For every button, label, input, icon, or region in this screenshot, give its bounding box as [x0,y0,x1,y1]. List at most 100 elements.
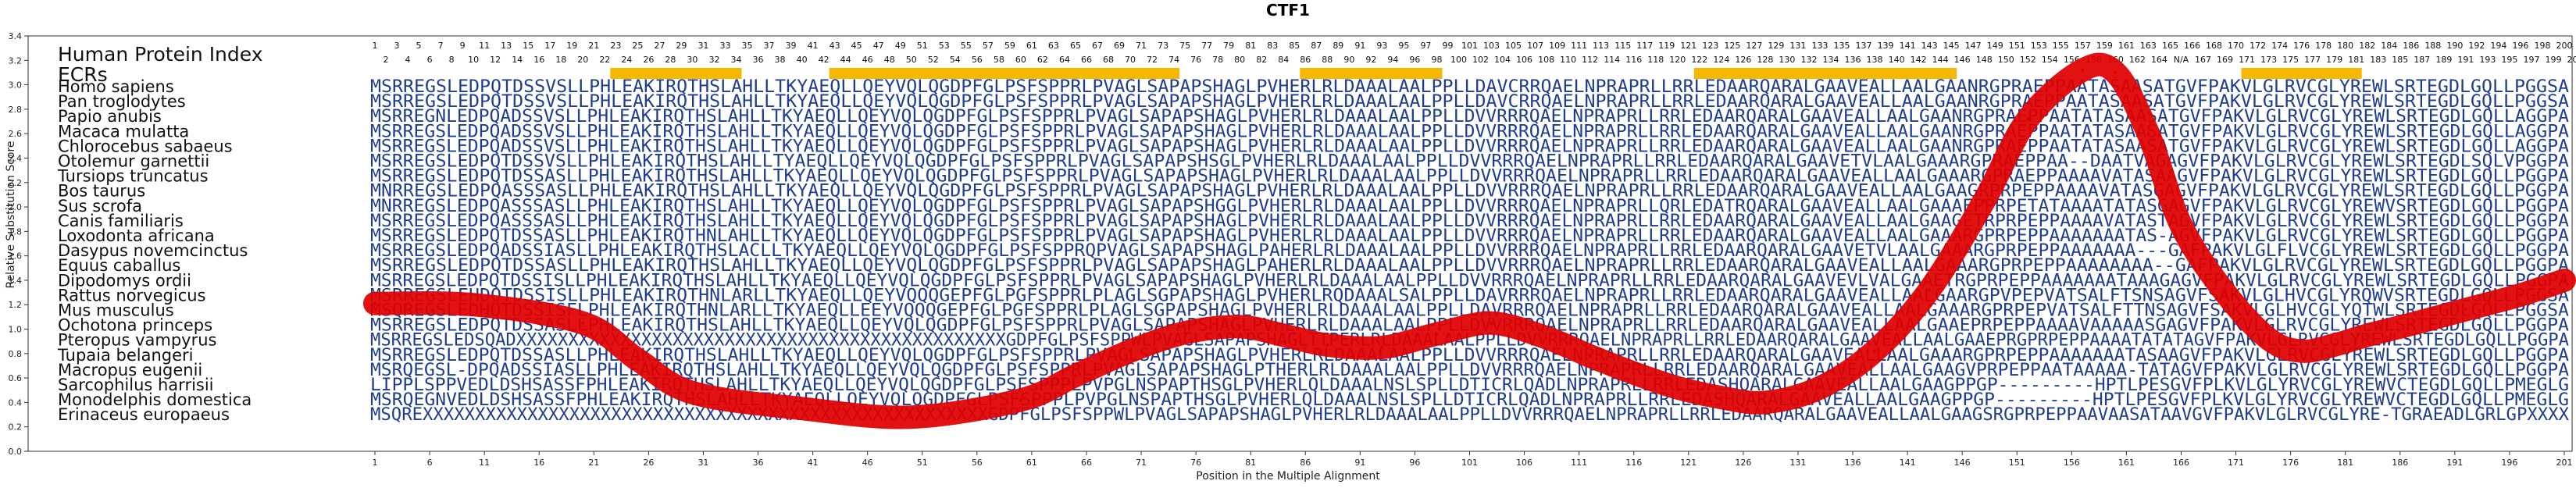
human-index-even: 185 [2392,55,2408,65]
human-index-even: 54 [950,55,961,65]
human-index-even: 181 [2348,55,2364,65]
human-index-odd: 151 [2009,41,2025,51]
species-name: Monodelphis domestica [58,390,252,409]
score-point [373,301,376,305]
score-point [2518,293,2522,297]
human-protein-index-label: Human Protein Index [58,43,263,66]
x-tick-label: 201 [2556,458,2573,468]
human-index-even: 94 [1387,55,1398,65]
x-tick-label: 51 [917,458,928,468]
x-tick-label: 56 [972,458,983,468]
human-index-odd: 43 [830,41,840,51]
score-point [1183,331,1187,335]
ecr-bars [610,68,2362,79]
x-tick-label: 126 [1735,458,1751,468]
human-index-even: 28 [665,55,676,65]
human-index-even: 56 [972,55,983,65]
sequence-row: MSRREGSLEDPQTDSSASLLPHLEAKIRQTHSLAHLLTKY… [370,166,2569,187]
human-index-even: 40 [797,55,808,65]
human-index-even: 62 [1037,55,1048,65]
human-index-odd: 71 [1136,41,1147,51]
human-index-odd: 5 [416,41,422,51]
x-tick-label: 26 [643,458,654,468]
human-index-even: 16 [533,55,544,65]
human-index-odd: 59 [1004,41,1015,51]
y-tick-label: 2.2 [9,178,23,188]
human-index-even: 118 [1647,55,1664,65]
human-index-odd: 31 [698,41,708,51]
human-index-odd: 172 [2250,41,2266,51]
score-point [1325,343,1329,347]
human-index-even: 22 [599,55,610,65]
human-index-odd: 85 [1289,41,1300,51]
human-index-odd: 97 [1420,41,1431,51]
y-tick-label: 1.8 [9,226,23,237]
human-index-even: 169 [2217,55,2233,65]
x-tick-label: 151 [2009,458,2025,468]
score-point [1763,401,1767,404]
x-tick-label: 166 [2173,458,2189,468]
human-index-even: 68 [1103,55,1114,65]
human-index-even: 162 [2129,55,2146,65]
human-index-even: 34 [730,55,741,65]
human-index-even: 167 [2195,55,2211,65]
score-line [363,52,2576,429]
x-tick-label: 61 [1026,458,1037,468]
human-index-even: 4 [405,55,411,65]
human-index-odd: 127 [1746,41,1762,51]
species-name: Tupaia belangeri [57,346,194,365]
human-index-odd: 25 [632,41,643,51]
ecr-bar [1693,68,1957,79]
species-name: Rattus norvegicus [58,286,206,305]
human-index-odd: 194 [2490,41,2506,51]
human-index-even: 138 [1867,55,1883,65]
human-index-even: 66 [1081,55,1092,65]
human-index-odd: 137 [1856,41,1872,51]
score-point [690,390,694,394]
human-index-odd: 163 [2140,41,2157,51]
human-index-odd: 33 [719,41,730,51]
human-index-even: 116 [1625,55,1642,65]
human-index-odd: 53 [939,41,950,51]
human-index-odd: 198 [2534,41,2550,51]
sequence-row: MSRREGSLEDPQASSSASLLPHLEAKIRQTHSLAHLLTKY… [370,211,2569,231]
score-point [2026,117,2030,121]
human-index-odd: 83 [1267,41,1278,51]
y-tick-label: 3.2 [9,55,23,66]
human-index-odd: 131 [1789,41,1806,51]
plot-frame [27,35,2573,452]
human-index-even: 140 [1889,55,1905,65]
chart-title: CTF1 [1266,1,1310,20]
human-index-even: 199 [2545,55,2561,65]
human-index-even: 24 [621,55,632,65]
sequence-row: MSQREXXXXXXXXXXXXXXXXXXXXXXXXXXXXXXXXXXX… [370,404,2569,425]
x-tick-label: 171 [2228,458,2244,468]
human-index-odd: 15 [523,41,533,51]
human-index-even: 132 [1800,55,1817,65]
y-tick-label: 2.6 [9,129,23,139]
human-index-odd: 37 [764,41,775,51]
human-index-odd: 35 [742,41,753,51]
y-tick-label: 3.0 [9,80,23,91]
species-name: Canis familiaris [58,212,184,230]
human-index-odd: 153 [2031,41,2047,51]
human-index-odd: 65 [1070,41,1081,51]
human-index-odd: 23 [610,41,621,51]
human-index-odd: 77 [1201,41,1212,51]
human-index-odd: 9 [460,41,466,51]
human-index-odd: 69 [1114,41,1125,51]
score-point [1544,336,1548,340]
human-index-odd: 47 [873,41,884,51]
human-index-odd: 159 [2096,41,2113,51]
alignment-rows: Homo sapiens MSRREGSLEDPQTDSSVSLLPHLEAKIR… [57,77,2569,425]
x-tick-label: 91 [1354,458,1365,468]
human-index-even: 154 [2042,55,2058,65]
sequence-row: MSRREGSLEDPQADSSVSLLPHLEAKIRQTHSLAHLLTKY… [370,121,2569,141]
human-index-even: 60 [1015,55,1026,65]
human-index-even: 122 [1691,55,1707,65]
species-name: Pan troglodytes [58,92,186,111]
sequence-row: MNRREGSLEDPQASSSASLLPHLEAKIRQTHSLAHLLTKY… [370,181,2569,201]
species-name: Loxodonta africana [58,226,215,245]
human-index-odd: 133 [1811,41,1828,51]
